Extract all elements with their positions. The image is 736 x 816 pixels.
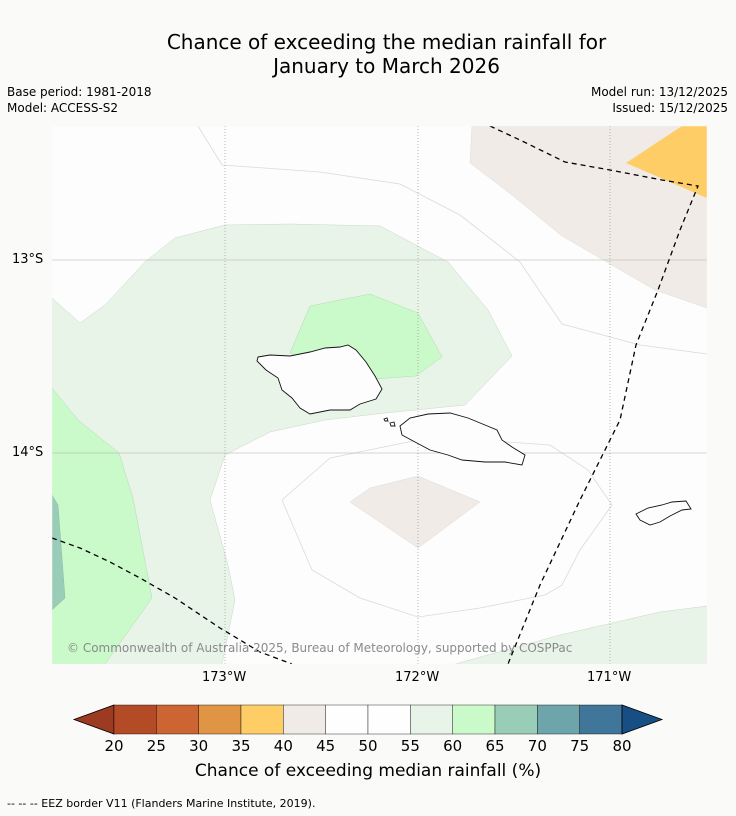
colorbar-tick-label: 65 bbox=[485, 737, 505, 755]
model-run-date: Model run: 13/12/2025 bbox=[590, 85, 728, 99]
colorbar-segment bbox=[198, 704, 242, 735]
colorbar-extension-low bbox=[72, 704, 115, 735]
colorbar-segment bbox=[494, 704, 538, 735]
run-info: Model run: 13/12/2025 Issued: 15/12/2025 bbox=[591, 84, 728, 116]
colorbar-tick-label: 60 bbox=[443, 737, 463, 755]
island-tutuila bbox=[635, 500, 692, 526]
colorbar-segment bbox=[452, 704, 496, 735]
island-small bbox=[383, 417, 389, 422]
island-small bbox=[389, 421, 396, 427]
island-savaii bbox=[256, 344, 383, 415]
base-period-info: Base period: 1981-2018 Model: ACCESS-S2 bbox=[7, 84, 152, 116]
colorbar-title: Chance of exceeding median rainfall (%) bbox=[194, 761, 542, 781]
colorbar-tick-label: 40 bbox=[273, 737, 293, 755]
zone-35-40-northeast bbox=[626, 126, 707, 198]
colorbar-tick-label: 70 bbox=[527, 737, 547, 755]
colorbar-segment bbox=[156, 704, 199, 735]
zone-60-65-west bbox=[52, 387, 153, 664]
colorbar-tick-label: 45 bbox=[316, 737, 336, 755]
lat-label-14s: 14°S bbox=[12, 445, 44, 460]
title-line-2: January to March 2026 bbox=[273, 54, 500, 78]
lon-label-172w: 172°W bbox=[395, 670, 440, 685]
copyright-notice: © Commonwealth of Australia 2025, Bureau… bbox=[67, 641, 573, 655]
map-title: Chance of exceeding the median rainfall … bbox=[0, 30, 736, 78]
map-area bbox=[52, 126, 707, 664]
model-name: Model: ACCESS-S2 bbox=[7, 101, 119, 115]
colorbar-tick-label: 50 bbox=[358, 737, 378, 755]
lat-label-13s: 13°S bbox=[12, 252, 44, 267]
base-period: Base period: 1981-2018 bbox=[7, 85, 152, 99]
lon-label-171w: 171°W bbox=[587, 670, 632, 685]
colorbar-tick-label: 30 bbox=[189, 737, 209, 755]
colorbar-segment bbox=[325, 704, 369, 735]
colorbar-segment bbox=[410, 704, 453, 735]
zone-40-45-center bbox=[349, 475, 481, 549]
zone-65-70-west bbox=[52, 494, 66, 611]
colorbar-segment bbox=[113, 704, 157, 735]
title-line-1: Chance of exceeding the median rainfall … bbox=[166, 30, 607, 54]
colorbar-segment bbox=[367, 704, 411, 735]
colorbar-tick-label: 55 bbox=[400, 737, 420, 755]
island-upolu bbox=[399, 412, 526, 466]
colorbar-segment bbox=[537, 704, 580, 735]
colorbar-tick-label: 20 bbox=[104, 737, 124, 755]
eez-footnote: -- -- -- EEZ border V11 (Flanders Marine… bbox=[7, 797, 316, 810]
colorbar-segment bbox=[579, 704, 623, 735]
colorbar-tick-label: 25 bbox=[146, 737, 166, 755]
lon-label-173w: 173°W bbox=[202, 670, 247, 685]
zone-55-60-southeast bbox=[454, 605, 707, 664]
graticule bbox=[52, 126, 707, 664]
eez-border bbox=[52, 126, 699, 664]
colorbar-segment bbox=[283, 704, 326, 735]
colorbar-extension-high bbox=[621, 704, 664, 735]
contour-line bbox=[197, 126, 707, 355]
colorbar-tick-label: 75 bbox=[570, 737, 590, 755]
issued-date: Issued: 15/12/2025 bbox=[612, 101, 728, 115]
colorbar-segment bbox=[240, 704, 284, 735]
colorbar bbox=[72, 704, 664, 735]
colorbar-tick-label: 80 bbox=[612, 737, 632, 755]
colorbar-tick-label: 35 bbox=[231, 737, 251, 755]
